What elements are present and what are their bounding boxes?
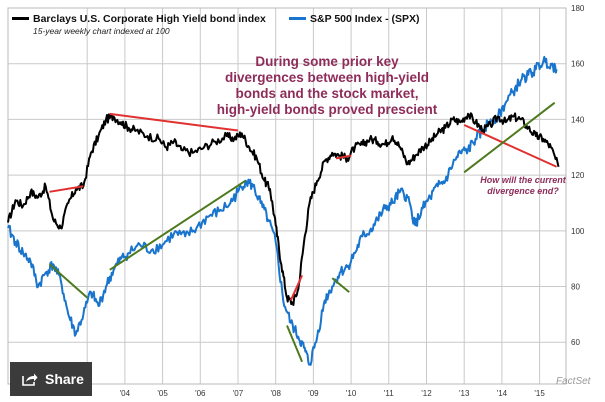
x-tick-label: '06 <box>195 389 206 398</box>
grid <box>8 7 566 384</box>
bond-divergence-line <box>49 185 84 193</box>
share-label: Share <box>45 371 84 387</box>
series-line-spx <box>7 55 558 366</box>
y-tick-label: 140 <box>571 115 585 124</box>
bond-divergence-line <box>463 124 557 168</box>
x-tick-label: '09 <box>308 389 319 398</box>
bond-divergence-line <box>335 154 352 160</box>
x-tick-label: '13 <box>459 389 470 398</box>
y-tick-label: 160 <box>571 60 585 69</box>
question-line-2: divergence end? <box>487 186 559 196</box>
share-arrow-icon <box>22 373 38 386</box>
spx-divergence-line <box>48 263 88 299</box>
x-tick-label: '10 <box>346 389 357 398</box>
factset-watermark: FactSet <box>556 376 592 387</box>
spx-divergence-line <box>109 179 247 271</box>
spx-divergence-line <box>286 325 304 363</box>
x-tick-label: '07 <box>233 389 244 398</box>
plot-frame <box>7 7 567 385</box>
question-block: How will the current divergence end? <box>480 175 567 196</box>
y-tick-label: 100 <box>571 227 585 236</box>
y-tick-label: 180 <box>571 4 585 13</box>
bond-divergence-line <box>109 112 239 132</box>
legend-swatch-bond <box>12 17 29 20</box>
x-tick-label: '04 <box>120 389 131 398</box>
annotation-block: During some prior key divergences betwee… <box>217 54 438 117</box>
x-tick-label: '15 <box>534 389 545 398</box>
x-tick-label: '08 <box>270 389 281 398</box>
bond-divergence-line <box>289 274 303 301</box>
axes: 6080100120140160180'03'04'05'06'07'08'09… <box>7 4 585 398</box>
annotation-line-3: bonds and the stock market, <box>235 86 418 101</box>
spx-divergence-line <box>331 277 350 293</box>
y-tick-label: 60 <box>571 338 580 347</box>
legend-spx-label: S&P 500 Index - (SPX) <box>310 13 420 25</box>
annotation-line-2: divergences between high-yield <box>225 70 429 85</box>
spx-divergence-line <box>463 101 556 174</box>
series-lines <box>7 55 560 366</box>
annotation-line-1: During some prior key <box>255 54 399 69</box>
x-tick-label: '14 <box>497 389 508 398</box>
y-tick-label: 120 <box>571 171 585 180</box>
legend-swatch-spx <box>289 17 306 20</box>
series-line-bond <box>7 112 560 306</box>
question-line-1: How will the current <box>480 175 567 185</box>
x-tick-label: '12 <box>421 389 432 398</box>
y-tick-label: 80 <box>571 283 580 292</box>
x-tick-label: '05 <box>157 389 168 398</box>
annotation-line-4: high-yield bonds proved prescient <box>217 102 438 117</box>
legend-bond-label: Barclays U.S. Corporate High Yield bond … <box>33 13 266 25</box>
legend: Barclays U.S. Corporate High Yield bond … <box>12 13 420 36</box>
x-tick-label: '11 <box>384 389 394 398</box>
chart-subtitle: 15-year weekly chart indexed at 100 <box>33 26 170 36</box>
share-button[interactable]: Share <box>10 362 92 396</box>
divergence-lines-top <box>48 101 557 363</box>
